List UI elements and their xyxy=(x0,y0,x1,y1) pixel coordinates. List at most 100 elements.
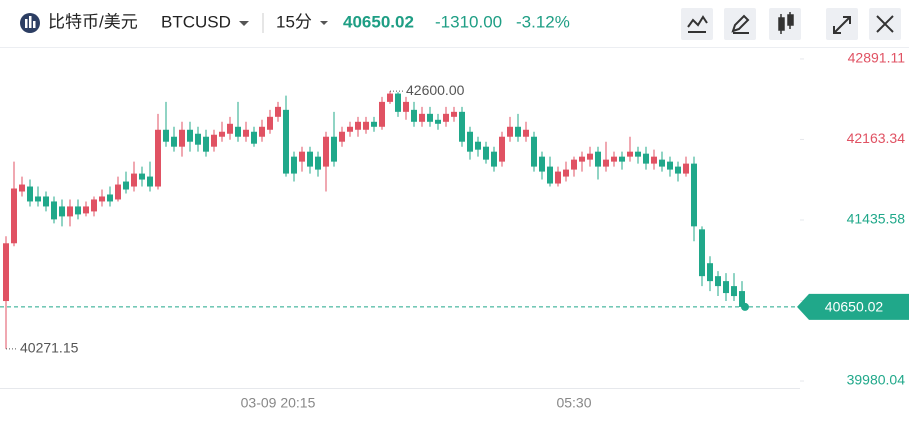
candle-body xyxy=(339,131,345,142)
y-tick-label: 42163.34 xyxy=(847,130,906,146)
low-label: 40271.15 xyxy=(20,340,79,356)
draw-button[interactable] xyxy=(724,8,756,40)
candle-body xyxy=(571,159,577,170)
candle-body xyxy=(403,101,409,112)
candle-body xyxy=(219,131,225,137)
candle-body xyxy=(739,291,745,307)
x-tick-label: 05:30 xyxy=(556,395,591,411)
candle-body xyxy=(715,276,721,287)
candle-body xyxy=(227,123,233,134)
close-button[interactable] xyxy=(869,8,901,40)
candle-body xyxy=(35,196,41,202)
candle-body xyxy=(323,136,329,167)
chart-type-button[interactable] xyxy=(769,8,801,40)
high-label: 42600.00 xyxy=(406,82,465,98)
candle-body xyxy=(275,106,281,117)
last-price-tag-label: 40650.02 xyxy=(825,299,884,315)
candle-body xyxy=(91,199,97,212)
candle-body xyxy=(163,129,169,142)
symbol-caret[interactable] xyxy=(239,21,249,26)
candle-body xyxy=(643,153,649,164)
candle-body xyxy=(251,131,257,144)
symbol-name[interactable]: 比特币/美元 xyxy=(48,12,138,31)
symbol-code[interactable]: BTCUSD xyxy=(161,12,231,31)
candle-body xyxy=(523,129,529,137)
candle-body xyxy=(475,141,481,150)
candle-body xyxy=(451,111,457,117)
candle-body xyxy=(331,136,337,162)
candle-body xyxy=(355,121,361,130)
candle-body xyxy=(499,136,505,162)
candle-body xyxy=(195,133,201,145)
candle-body xyxy=(427,113,433,122)
candle-body xyxy=(115,184,121,200)
candle-body xyxy=(283,109,289,174)
candle-body xyxy=(347,126,353,132)
candle-body xyxy=(123,181,129,190)
candle-body xyxy=(179,129,185,147)
last-price-dot xyxy=(741,302,749,311)
candle-body xyxy=(235,126,241,137)
candle-body xyxy=(243,129,249,137)
candle-body xyxy=(547,166,553,184)
candle-body xyxy=(459,111,465,142)
candle-body xyxy=(539,156,545,172)
candle-body xyxy=(587,153,593,160)
candle-body xyxy=(419,113,425,122)
candle-body xyxy=(155,129,161,187)
candle-body xyxy=(131,173,137,187)
candle-body xyxy=(483,146,489,160)
candle-body xyxy=(139,173,145,180)
candle-body xyxy=(579,156,585,162)
price-change: -1310.00 xyxy=(435,12,502,31)
candle-body xyxy=(723,281,729,294)
candle-body xyxy=(659,159,665,167)
candle-body xyxy=(603,159,609,167)
candle-body xyxy=(107,194,113,202)
candle-body xyxy=(259,126,265,137)
candle-body xyxy=(211,134,217,147)
candle-body xyxy=(51,201,57,220)
candle-body xyxy=(707,263,713,282)
candle-body xyxy=(299,151,305,162)
candle-body xyxy=(187,129,193,142)
candle-body xyxy=(555,171,561,184)
last-price: 40650.02 xyxy=(343,12,414,31)
candle-body xyxy=(411,109,417,122)
price-change-pct: -3.12% xyxy=(516,12,570,31)
candle-body xyxy=(307,151,313,167)
candle-body xyxy=(363,121,369,130)
candle-body xyxy=(443,113,449,122)
symbol-icon xyxy=(20,13,40,33)
candle-body xyxy=(699,229,705,277)
x-tick-label: 03-09 20:15 xyxy=(241,395,316,411)
plot: 39980.0440707.8141435.5842163.3442891.11… xyxy=(0,50,909,411)
candle-body xyxy=(683,163,689,174)
candle-body xyxy=(291,156,297,174)
candle-body xyxy=(315,156,321,170)
candle-body xyxy=(467,131,473,152)
candle-body xyxy=(99,196,105,202)
candle-body xyxy=(395,93,401,112)
candle-body xyxy=(435,119,441,124)
candle-body xyxy=(635,151,641,157)
candle-body xyxy=(371,121,377,127)
indicator-button[interactable] xyxy=(681,8,713,40)
candle-body xyxy=(627,151,633,157)
candle-body xyxy=(507,126,513,137)
candle-body xyxy=(387,93,393,102)
candle-body xyxy=(595,151,601,167)
candle-body xyxy=(667,161,673,170)
candle-body xyxy=(515,126,521,137)
candle-body xyxy=(203,136,209,152)
candle-body xyxy=(491,151,497,167)
fullscreen-button[interactable] xyxy=(826,8,858,40)
interval[interactable]: 15分 xyxy=(276,12,312,31)
candle-body xyxy=(147,176,153,187)
interval-caret[interactable] xyxy=(320,21,328,25)
candle-body xyxy=(19,184,25,192)
y-tick-label: 41435.58 xyxy=(847,211,906,227)
candle-body xyxy=(619,156,625,162)
